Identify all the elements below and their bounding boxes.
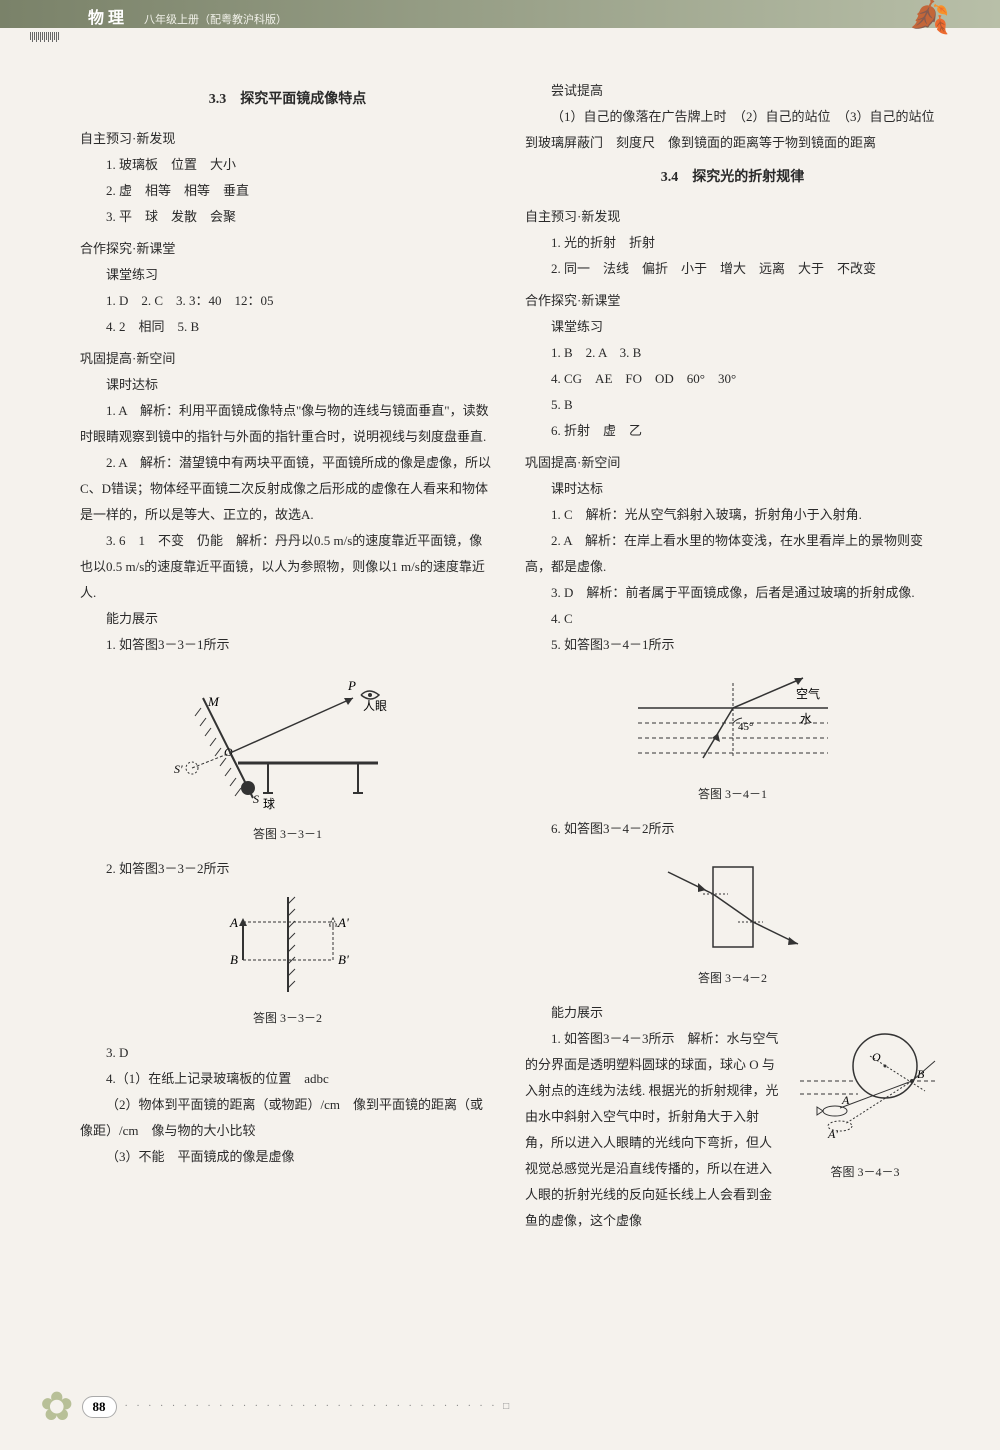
preview-item: 3. 平 球 发散 会聚 bbox=[80, 204, 495, 230]
page-header: 物 理 八年级上册（配粤教沪科版） 🍂 bbox=[0, 0, 1000, 28]
target-item: 1. A 解析：利用平面镜成像特点"像与物的连线与镜面垂直"，读数时眼睛观察到镜… bbox=[80, 398, 495, 450]
page-footer: ✿ 88 · · · · · · · · · · · · · · · · · ·… bbox=[40, 1383, 512, 1430]
ginkgo-icon: ✿ bbox=[40, 1383, 74, 1430]
figure-3-4-1: 45° 空气 水 答图 3－4－1 bbox=[525, 668, 940, 806]
preview-item: 2. 同一 法线 偏折 小于 增大 远离 大于 不改变 bbox=[525, 256, 940, 282]
target-item: 6. 如答图3－4－2所示 bbox=[525, 816, 940, 842]
ability-item: 3. D bbox=[80, 1040, 495, 1066]
target-item: 1. C 解析：光从空气斜射入玻璃，折射角小于入射角. bbox=[525, 502, 940, 528]
svg-text:A': A' bbox=[337, 915, 349, 930]
class-item: 4. 2 相同 5. B bbox=[80, 314, 495, 340]
label-Sp: S' bbox=[174, 762, 183, 776]
svg-text:B: B bbox=[230, 952, 238, 967]
preview-item: 1. 光的折射 折射 bbox=[525, 230, 940, 256]
fig-343-caption: 答图 3－4－3 bbox=[790, 1160, 940, 1184]
preview-heading: 自主预习·新发现 bbox=[80, 126, 495, 152]
consol-heading: 巩固提高·新空间 bbox=[525, 450, 940, 476]
svg-text:45°: 45° bbox=[738, 721, 753, 733]
class-item: 5. B bbox=[525, 392, 940, 418]
class-heading: 课堂练习 bbox=[525, 314, 940, 340]
ability-item: （3）不能 平面镜成的像是虚像 bbox=[80, 1144, 495, 1170]
target-heading: 课时达标 bbox=[80, 372, 495, 398]
preview-heading: 自主预习·新发现 bbox=[525, 204, 940, 230]
label-air: 空气 bbox=[796, 686, 820, 701]
target-item: 2. A 解析：潜望镜中有两块平面镜，平面镜所成的像是虚像，所以C、D错误；物体… bbox=[80, 450, 495, 528]
class-item: 1. B 2. A 3. B bbox=[525, 340, 940, 366]
class-item: 1. D 2. C 3. 3：40 12：05 bbox=[80, 288, 495, 314]
class-item: 6. 折射 虚 乙 bbox=[525, 418, 940, 444]
header-title: 物 理 bbox=[80, 0, 132, 32]
target-item: 4. C bbox=[525, 606, 940, 632]
class-heading: 课堂练习 bbox=[80, 262, 495, 288]
target-item: 3. 6 1 不变 仍能 解析：丹丹以0.5 m/s的速度靠近平面镜，像也以0.… bbox=[80, 528, 495, 606]
right-column: 尝试提高 （1）自己的像落在广告牌上时 （2）自己的站位 （3）自己的站位到玻璃… bbox=[525, 78, 940, 1234]
svg-text:A': A' bbox=[827, 1127, 838, 1141]
page-number: 88 bbox=[82, 1396, 117, 1418]
coop-heading: 合作探究·新课堂 bbox=[525, 288, 940, 314]
target-heading: 课时达标 bbox=[525, 476, 940, 502]
ability-item: 1. 如答图3－3－1所示 bbox=[80, 632, 495, 658]
svg-text:B: B bbox=[917, 1067, 925, 1081]
fig-341-caption: 答图 3－4－1 bbox=[525, 782, 940, 806]
label-P: P bbox=[347, 678, 356, 693]
ability-item: 2. 如答图3－3－2所示 bbox=[80, 856, 495, 882]
label-water: 水 bbox=[800, 712, 812, 726]
svg-text:A: A bbox=[229, 915, 238, 930]
label-M: M bbox=[207, 694, 220, 709]
label-ball: 球 bbox=[263, 797, 275, 811]
ability-heading: 能力展示 bbox=[80, 606, 495, 632]
target-item: 3. D 解析：前者属于平面镜成像，后者是通过玻璃的折射成像. bbox=[525, 580, 940, 606]
main-content: 3.3 探究平面镜成像特点 自主预习·新发现 1. 玻璃板 位置 大小 2. 虚… bbox=[0, 28, 1000, 1254]
left-column: 3.3 探究平面镜成像特点 自主预习·新发现 1. 玻璃板 位置 大小 2. 虚… bbox=[80, 78, 495, 1234]
label-S: S bbox=[253, 792, 259, 806]
fig-342-caption: 答图 3－4－2 bbox=[525, 966, 940, 990]
fig-331-caption: 答图 3－3－1 bbox=[80, 822, 495, 846]
preview-item: 1. 玻璃板 位置 大小 bbox=[80, 152, 495, 178]
svg-text:B': B' bbox=[338, 952, 349, 967]
try-heading: 尝试提高 bbox=[525, 78, 940, 104]
label-eye: 人眼 bbox=[363, 699, 387, 713]
class-item: 4. CG AE FO OD 60° 30° bbox=[525, 366, 940, 392]
section-34-title: 3.4 探究光的折射规律 bbox=[525, 164, 940, 192]
try-item: （1）自己的像落在广告牌上时 （2）自己的站位 （3）自己的站位到玻璃屏蔽门 刻… bbox=[525, 104, 940, 156]
ability-item: 1. 如答图3－4－3所示 解析：水与空气的分界面是透明塑料圆球的球面，球心 O… bbox=[525, 1026, 782, 1234]
section-33-title: 3.3 探究平面镜成像特点 bbox=[80, 86, 495, 114]
ability-item: 4.（1）在纸上记录玻璃板的位置 adbc bbox=[80, 1066, 495, 1092]
figure-3-4-2: 答图 3－4－2 bbox=[525, 852, 940, 990]
figure-3-3-1: M S 球 S' O P bbox=[80, 668, 495, 846]
figure-3-4-3: O B A A' bbox=[790, 1026, 940, 1234]
ability-heading: 能力展示 bbox=[525, 1000, 940, 1026]
leaf-icon: 🍂 bbox=[910, 0, 950, 36]
coop-heading: 合作探究·新课堂 bbox=[80, 236, 495, 262]
svg-text:O: O bbox=[872, 1050, 881, 1064]
target-item: 5. 如答图3－4－1所示 bbox=[525, 632, 940, 658]
dots-decoration: · · · · · · · · · · · · · · · · · · · · … bbox=[125, 1401, 513, 1412]
fig-332-caption: 答图 3－3－2 bbox=[80, 1006, 495, 1030]
figure-3-3-2: A B A' B' 答图 3－3－2 bbox=[80, 892, 495, 1030]
consol-heading: 巩固提高·新空间 bbox=[80, 346, 495, 372]
ability-item: （2）物体到平面镜的距离（或物距）/cm 像到平面镜的距离（或像距）/cm 像与… bbox=[80, 1092, 495, 1144]
header-subtitle: 八年级上册（配粤教沪科版） bbox=[144, 11, 287, 27]
barcode-decoration bbox=[30, 32, 59, 42]
preview-item: 2. 虚 相等 相等 垂直 bbox=[80, 178, 495, 204]
target-item: 2. A 解析：在岸上看水里的物体变浅，在水里看岸上的景物则变高，都是虚像. bbox=[525, 528, 940, 580]
